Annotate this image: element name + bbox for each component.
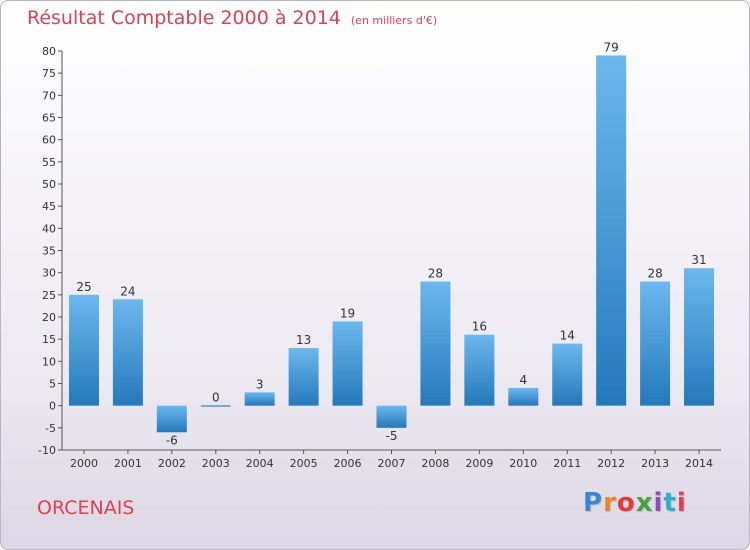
- x-tick-label: 2013: [641, 457, 669, 470]
- bar-2013: [640, 281, 671, 406]
- x-tick-label: 2014: [685, 457, 713, 470]
- logo-letter: o: [616, 488, 636, 518]
- bar-group: 25 24 -6 0 3 13 19 -5 28 16 4 14 79 28 31: [68, 40, 715, 447]
- data-label: 25: [76, 280, 91, 294]
- data-label: -6: [166, 433, 178, 447]
- y-tick-label: 5: [49, 378, 56, 391]
- x-tick-label: 2010: [509, 457, 537, 470]
- y-tick-label: -10: [38, 444, 56, 457]
- x-tick-label: 2000: [70, 457, 98, 470]
- x-tick-label: 2008: [421, 457, 449, 470]
- x-tick-label: 2004: [246, 457, 274, 470]
- bar-2012: [596, 55, 627, 406]
- y-tick-label: 20: [42, 311, 56, 324]
- x-tick-group: 2000 2001 2002 2003 2004 2005 2006 2007 2008 2009…: [70, 450, 713, 470]
- logo-letter: P: [583, 488, 604, 518]
- bar-2009: [464, 334, 495, 406]
- bar-2011: [552, 343, 583, 406]
- y-tick-label: 80: [42, 45, 56, 58]
- data-label: 19: [340, 306, 355, 320]
- x-tick-label: 2003: [202, 457, 230, 470]
- data-label: 4: [519, 373, 527, 387]
- y-tick-label: 25: [42, 289, 56, 302]
- logo-letter: x: [635, 488, 654, 518]
- data-label: 28: [647, 267, 662, 281]
- y-tick-label: 15: [42, 333, 56, 346]
- bar-2000: [68, 294, 99, 406]
- x-tick-label: 2011: [553, 457, 581, 470]
- y-tick-label: 30: [42, 267, 56, 280]
- x-tick-label: 2002: [158, 457, 186, 470]
- logo-letter: t: [663, 488, 677, 518]
- data-label: 79: [604, 40, 619, 54]
- y-tick-label: 40: [42, 222, 56, 235]
- data-label: 31: [691, 253, 706, 267]
- chart-title-text: Résultat Comptable 2000 à 2014: [27, 7, 341, 29]
- x-tick-label: 2005: [290, 457, 318, 470]
- bar-2006: [332, 321, 363, 406]
- chart-title: Résultat Comptable 2000 à 2014 (en millie…: [27, 7, 437, 29]
- data-label: 3: [256, 377, 264, 391]
- data-label: 28: [428, 267, 443, 281]
- y-tick-label: 60: [42, 134, 56, 147]
- data-label: 24: [120, 284, 135, 298]
- y-tick-label: 50: [42, 178, 56, 191]
- y-tick-label: 10: [42, 355, 56, 368]
- y-tick-group: -10 -5 0 5 10 15 20 25 30 35 40 45 50 55 60 65 70 75 80: [38, 45, 62, 457]
- bar-2007: [376, 405, 407, 428]
- logo-letter: i: [653, 488, 664, 518]
- bar-2001: [112, 299, 143, 406]
- proxiti-logo: Proxiti: [583, 488, 687, 518]
- bar-2002: [156, 405, 187, 433]
- x-tick-label: 2009: [465, 457, 493, 470]
- data-label: 13: [296, 333, 311, 347]
- x-tick-label: 2007: [378, 457, 406, 470]
- y-tick-label: 0: [49, 400, 56, 413]
- y-tick-label: 70: [42, 89, 56, 102]
- data-label: -5: [386, 429, 398, 443]
- y-tick-label: 55: [42, 156, 56, 169]
- x-tick-label: 2012: [597, 457, 625, 470]
- chart-subtitle: (en milliers d'€): [350, 14, 438, 27]
- bar-2005: [288, 348, 319, 406]
- data-label: 14: [560, 329, 575, 343]
- logo-letter: i: [676, 488, 687, 518]
- bar-2003: [200, 405, 231, 407]
- bar-2008: [420, 281, 451, 406]
- data-label: 0: [212, 391, 220, 405]
- y-tick-label: 65: [42, 112, 56, 125]
- city-name: ORCENAIS: [37, 497, 135, 519]
- y-tick-label: 75: [42, 67, 56, 80]
- bar-2004: [244, 392, 275, 406]
- y-tick-label: 35: [42, 245, 56, 258]
- y-tick-label: -5: [45, 422, 56, 435]
- bar-2014: [684, 268, 715, 406]
- bar-2010: [508, 387, 539, 406]
- data-label: 16: [472, 320, 487, 334]
- x-tick-label: 2006: [334, 457, 362, 470]
- logo-letter: r: [603, 488, 617, 518]
- x-tick-label: 2001: [114, 457, 142, 470]
- y-tick-label: 45: [42, 200, 56, 213]
